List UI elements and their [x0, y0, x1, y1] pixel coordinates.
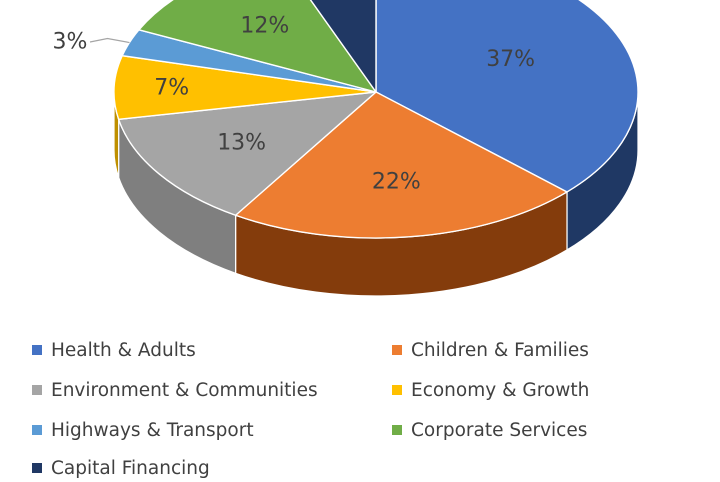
pie-slice-children-families: [234, 91, 568, 239]
data-label-environment-communities: 13%: [217, 130, 266, 155]
legend-item-health-adults: Health & Adults: [32, 336, 196, 364]
legend-item-economy-growth: Economy & Growth: [392, 376, 589, 404]
leader-line-highways-transport: [89, 37, 130, 44]
data-label-highways-transport: 3%: [53, 30, 88, 55]
legend-swatch-environment-communities: [32, 385, 42, 395]
legend-item-highways-transport: Highways & Transport: [32, 416, 254, 444]
pie-chart: 37%22%13%7%3%12%6%: [53, 0, 639, 297]
legend-swatch-highways-transport: [32, 425, 42, 435]
pie-slice-corporate-services: [138, 0, 377, 93]
legend-item-children-families: Children & Families: [392, 336, 589, 364]
legend-item-capital-financing: Capital Financing: [32, 454, 210, 482]
legend-item-environment-communities: Environment & Communities: [32, 376, 318, 404]
legend-label-health-adults: Health & Adults: [51, 339, 196, 361]
legend-label-highways-transport: Highways & Transport: [51, 419, 254, 441]
legend-swatch-health-adults: [32, 345, 42, 355]
data-label-health-adults: 37%: [486, 47, 535, 72]
legend-label-corporate-services: Corporate Services: [411, 419, 588, 441]
pie-data-labels: 37%22%13%7%3%12%6%: [53, 14, 536, 195]
pie-slice-environment-communities: [117, 91, 377, 216]
legend-label-economy-growth: Economy & Growth: [411, 379, 590, 401]
legend-label-capital-financing: Capital Financing: [51, 457, 210, 479]
legend-swatch-capital-financing: [32, 463, 42, 473]
pie-top-slices: [113, 0, 639, 239]
data-label-children-families: 22%: [372, 169, 421, 194]
legend-swatch-children-families: [392, 345, 402, 355]
pie-slice-economy-growth: [113, 54, 377, 121]
legend-swatch-economy-growth: [392, 385, 402, 395]
legend-item-corporate-services: Corporate Services: [392, 416, 587, 444]
data-label-corporate-services: 12%: [240, 14, 289, 39]
pie-slice-health-adults: [375, 0, 639, 193]
legend-label-children-families: Children & Families: [411, 339, 589, 361]
legend-label-environment-communities: Environment & Communities: [51, 379, 318, 401]
data-label-economy-growth: 7%: [154, 76, 189, 101]
legend-swatch-corporate-services: [392, 425, 402, 435]
pie-slice-capital-financing: [309, 0, 377, 93]
